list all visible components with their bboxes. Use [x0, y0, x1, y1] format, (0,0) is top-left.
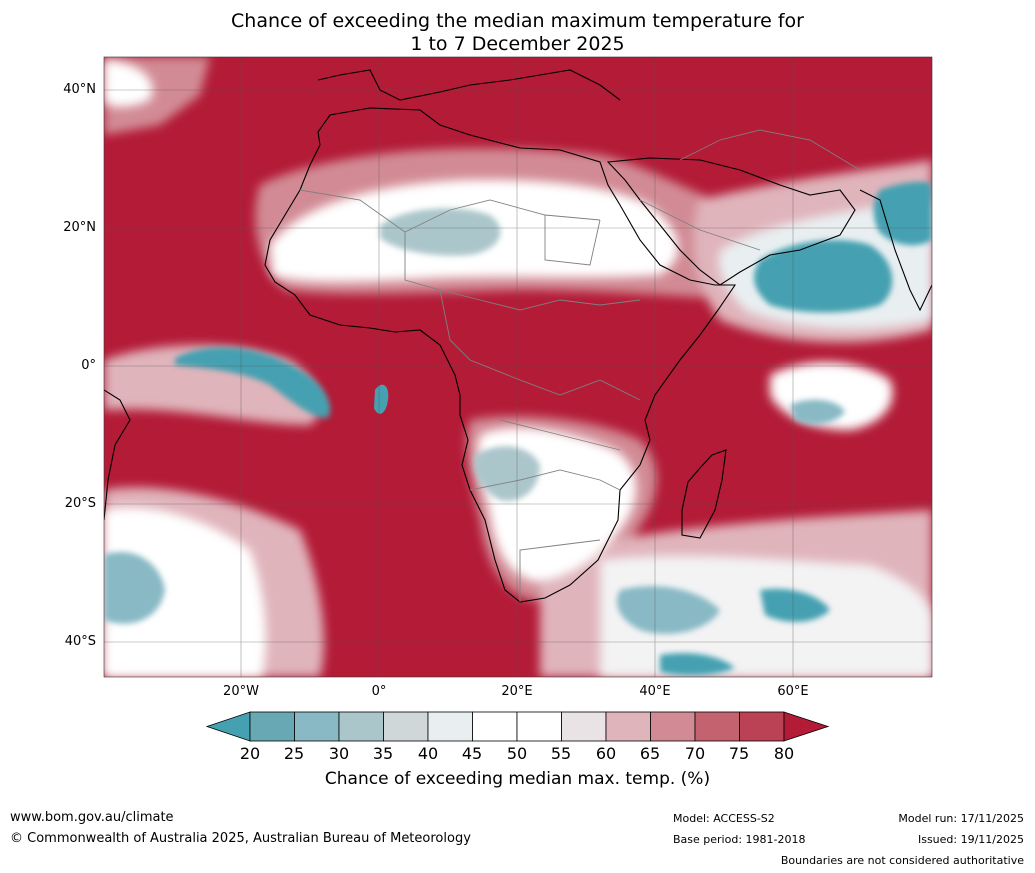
lon-label-20w: 20°W — [223, 684, 259, 699]
colorbar-label-60: 60 — [595, 744, 617, 763]
colorbar-segment — [383, 711, 429, 742]
colorbar-arrow-low — [205, 711, 251, 742]
lat-label-equator: 0° — [81, 358, 96, 373]
map-title: Chance of exceeding the median maximum t… — [0, 10, 1035, 56]
colorbar-segment — [294, 711, 340, 742]
footer-disclaimer: Boundaries are not considered authoritat… — [780, 854, 1024, 867]
colorbar-segment — [739, 711, 785, 742]
footer-copyright: © Commonwealth of Australia 2025, Austra… — [10, 831, 471, 846]
colorbar-segment — [249, 711, 295, 742]
colorbar-segment — [338, 711, 384, 742]
footer-issued: Issued: 19/11/2025 — [917, 833, 1024, 846]
colorbar-label-55: 55 — [550, 744, 572, 763]
colorbar-segment — [650, 711, 696, 742]
madagascar-coast — [681, 449, 727, 539]
lat-label-40s: 40°S — [64, 634, 96, 649]
lon-label-20e: 20°E — [501, 684, 533, 699]
colorbar-label-70: 70 — [684, 744, 706, 763]
colorbar-label-20: 20 — [239, 744, 261, 763]
footer-model-run: Model run: 17/11/2025 — [898, 812, 1024, 825]
colorbar-segment — [605, 711, 651, 742]
blue-zones — [175, 181, 932, 676]
colorbar-label-40: 40 — [417, 744, 439, 763]
title-line-2: 1 to 7 December 2025 — [410, 33, 625, 55]
colorbar-label-45: 45 — [461, 744, 483, 763]
south-america-coast — [104, 389, 131, 521]
colorbar-label-35: 35 — [372, 744, 394, 763]
colorbar — [205, 711, 830, 742]
africa-coast — [264, 107, 737, 603]
india-coast — [859, 189, 932, 312]
colorbar-label-50: 50 — [506, 744, 528, 763]
lat-label-40n: 40°N — [63, 82, 96, 97]
lon-label-40e: 40°E — [639, 684, 671, 699]
colorbar-segment — [427, 711, 473, 742]
colorbar-title: Chance of exceeding median max. temp. (%… — [324, 769, 711, 789]
title-line-1: Chance of exceeding the median maximum t… — [231, 10, 804, 32]
colorbar-segment — [516, 711, 562, 742]
coastlines — [104, 69, 932, 603]
colorbar-label-25: 25 — [283, 744, 305, 763]
lon-label-0: 0° — [371, 684, 387, 699]
colorbar-label-65: 65 — [639, 744, 661, 763]
lon-label-60e: 60°E — [777, 684, 809, 699]
colorbar-segment — [472, 711, 518, 742]
footer-base-period: Base period: 1981-2018 — [673, 833, 806, 846]
gridlines — [104, 57, 932, 677]
map-frame — [103, 56, 933, 678]
cool-zones — [104, 208, 845, 634]
arabia-coast — [606, 157, 856, 286]
europe-coast — [317, 69, 621, 101]
colorbar-arrow-high — [783, 711, 830, 742]
lat-label-20s: 20°S — [64, 496, 96, 511]
country-borders — [299, 129, 861, 602]
colorbar-segment — [694, 711, 740, 742]
colorbar-segment — [561, 711, 607, 742]
colorbar-label-30: 30 — [328, 744, 350, 763]
colorbar-label-80: 80 — [773, 744, 795, 763]
footer-url[interactable]: www.bom.gov.au/climate — [10, 810, 174, 825]
colorbar-label-75: 75 — [728, 744, 750, 763]
footer-model: Model: ACCESS-S2 — [673, 812, 775, 825]
map-field — [104, 57, 932, 677]
lat-label-20n: 20°N — [63, 220, 96, 235]
